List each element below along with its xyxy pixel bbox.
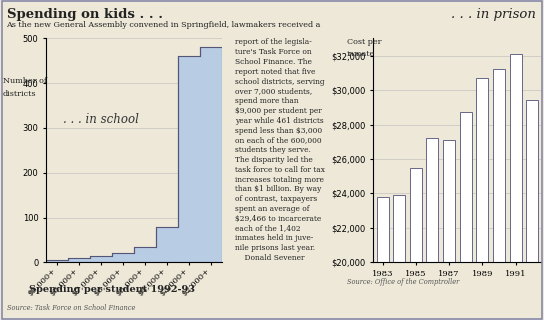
Text: report of the legisla-
ture's Task Force on
School Finance. The
report noted tha: report of the legisla- ture's Task Force… — [235, 38, 325, 262]
Polygon shape — [46, 47, 222, 262]
Bar — [460, 113, 472, 320]
Bar — [443, 140, 455, 320]
Bar — [393, 195, 405, 320]
Bar — [510, 54, 522, 320]
Text: Source: Task Force on School Finance: Source: Task Force on School Finance — [7, 304, 135, 312]
Bar — [376, 197, 388, 320]
Bar — [426, 138, 438, 320]
Text: inmate: inmate — [347, 50, 375, 58]
Text: . . . in school: . . . in school — [64, 113, 139, 125]
Text: Spending on kids . . .: Spending on kids . . . — [7, 8, 163, 21]
Text: districts: districts — [3, 90, 36, 98]
Bar — [477, 78, 489, 320]
Text: Source: Office of the Comptroller: Source: Office of the Comptroller — [347, 278, 459, 286]
Text: Spending per student 1992-93: Spending per student 1992-93 — [28, 285, 195, 294]
Text: As the new General Assembly convened in Springfield, lawmakers received a: As the new General Assembly convened in … — [7, 21, 321, 29]
Text: . . . in prison: . . . in prison — [451, 8, 536, 21]
Bar — [526, 100, 538, 320]
Text: Cost per: Cost per — [347, 38, 381, 46]
Bar — [410, 168, 422, 320]
Text: Number of: Number of — [3, 77, 47, 85]
Bar — [493, 69, 505, 320]
